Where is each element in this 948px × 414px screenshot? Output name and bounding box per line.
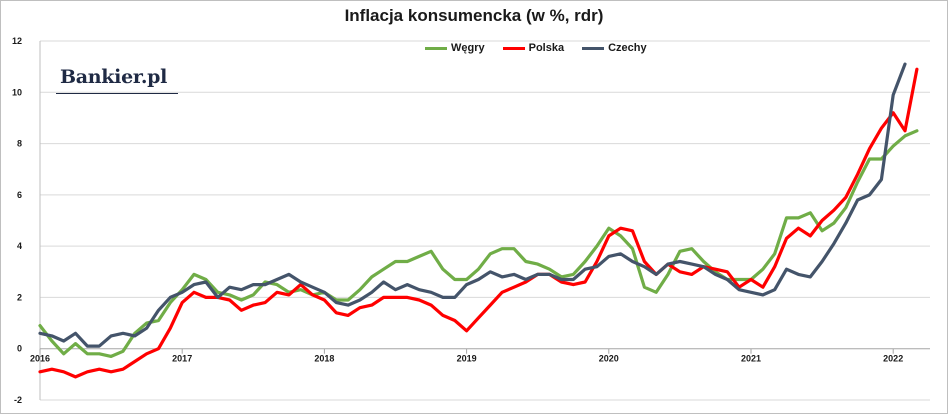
x-tick-label-2022: 2022 <box>883 354 903 364</box>
bankier-logo: Bankier.pl <box>60 66 168 88</box>
y-axis-ticks: -2 0 2 4 6 8 10 12 <box>12 36 22 405</box>
series-line-wgry <box>38 129 919 358</box>
x-axis: 2016 2017 2018 2019 2020 2021 2022 <box>30 348 930 364</box>
legend-label-polska: Polska <box>528 42 565 54</box>
legend-swatch-polska <box>502 46 525 50</box>
chart-title: Inflacja konsumencka (w %, rdr) <box>344 6 604 25</box>
x-tick-label-2019: 2019 <box>457 354 477 364</box>
legend-item-polska: Polska <box>502 42 565 54</box>
y-tick-label-12: 12 <box>12 36 22 46</box>
legend-item-czechy: Czechy <box>582 42 647 54</box>
legend-label-czechy: Czechy <box>608 42 647 54</box>
y-tick-label-4: 4 <box>17 241 22 251</box>
series-lines <box>38 62 919 379</box>
x-tick-label-2017: 2017 <box>172 354 192 364</box>
legend-swatch-wegry <box>425 46 447 50</box>
legend-swatch-czechy <box>582 46 605 50</box>
x-tick-label-2021: 2021 <box>741 354 761 364</box>
y-tick-label-8: 8 <box>17 139 22 149</box>
x-tick-label-2016: 2016 <box>30 354 50 364</box>
legend-label-wegry: Węgry <box>451 42 485 54</box>
y-tick-label-2: 2 <box>17 292 22 302</box>
grid-lines <box>39 40 930 401</box>
y-tick-label-0: 0 <box>17 344 22 354</box>
logo-underline <box>56 93 178 94</box>
series-line-polska <box>38 67 919 379</box>
legend-item-wegry: Węgry <box>425 42 485 54</box>
series-line-czechy <box>38 62 907 348</box>
x-tick-label-2020: 2020 <box>599 354 619 364</box>
x-tick-label-2018: 2018 <box>314 354 334 364</box>
chart-legend: Węgry Polska Czechy <box>425 42 647 54</box>
y-tick-label--2: -2 <box>14 395 22 405</box>
y-tick-label-10: 10 <box>12 87 22 97</box>
y-tick-label-6: 6 <box>17 190 22 200</box>
